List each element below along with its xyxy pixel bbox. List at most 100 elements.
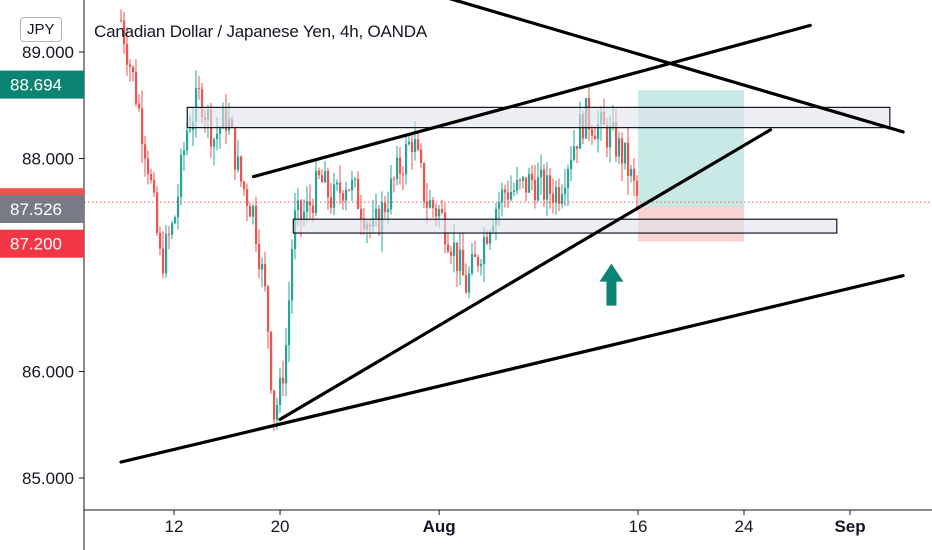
- candle-body: [173, 217, 177, 224]
- candle-body: [458, 249, 462, 271]
- candle-body: [275, 404, 279, 420]
- candle-body: [320, 175, 324, 183]
- candle-body: [281, 377, 285, 384]
- time-tick-label: 24: [735, 517, 754, 536]
- candle-body: [467, 273, 471, 293]
- candle-body: [425, 201, 429, 208]
- candle-body: [326, 170, 330, 198]
- candle-body: [131, 66, 135, 73]
- candle-body: [539, 169, 543, 178]
- candle-body: [557, 187, 561, 204]
- candle-body: [170, 223, 174, 235]
- sr-zone: [292, 218, 838, 234]
- price-label-text: 87.200: [10, 235, 62, 254]
- candle-body: [125, 44, 129, 65]
- candle-body: [236, 156, 240, 170]
- candle-body: [260, 263, 264, 270]
- candle-body: [134, 72, 138, 104]
- price-label-badge: [0, 194, 84, 223]
- candle-body: [542, 169, 546, 200]
- candle-body: [356, 178, 360, 209]
- candle-body: [449, 251, 453, 256]
- candle-body: [566, 169, 570, 188]
- candle-body: [212, 139, 216, 147]
- candle-body: [578, 114, 582, 149]
- candle-body: [287, 300, 291, 346]
- candle-body: [314, 170, 318, 213]
- candle-body: [119, 20, 123, 22]
- candle-body: [359, 208, 363, 219]
- candle-body: [305, 201, 309, 212]
- price-tick-label: 86.000: [22, 363, 74, 382]
- candle-body: [188, 129, 192, 131]
- candle-body: [428, 200, 432, 208]
- candle-body: [269, 331, 273, 391]
- candle-body: [485, 236, 489, 244]
- candle-body: [524, 177, 528, 193]
- candle-body: [530, 173, 534, 180]
- candle-body: [419, 149, 423, 164]
- drawing-overlays: [84, 0, 932, 464]
- candle-body: [392, 178, 396, 180]
- time-axis: 12 20 Aug 16 24 Sep: [84, 509, 932, 536]
- candle-body: [311, 205, 315, 213]
- time-tick-label: Sep: [834, 517, 865, 536]
- candle-body: [284, 345, 288, 384]
- candle-body: [263, 263, 267, 287]
- candle-body: [386, 209, 390, 213]
- candle-body: [500, 189, 504, 203]
- candle-body: [341, 193, 345, 201]
- trend-line: [448, 0, 905, 134]
- chart-title: Canadian Dollar / Japanese Yen, 4h, OAND…: [94, 22, 427, 41]
- candle-body: [605, 125, 609, 148]
- candle-body: [452, 242, 456, 256]
- price-label-badge: [0, 229, 84, 258]
- price-tick-label: 88.000: [22, 150, 74, 169]
- candle-body: [383, 202, 387, 213]
- candle-body: [272, 390, 276, 420]
- candle-body: [290, 248, 294, 301]
- candle-body: [536, 177, 540, 201]
- candle-body: [551, 193, 555, 203]
- candle-body: [527, 173, 531, 193]
- candle-body: [266, 286, 270, 332]
- candle-body: [242, 181, 246, 190]
- candle-body: [416, 139, 420, 150]
- candle-body: [506, 192, 510, 200]
- trend-line: [119, 274, 905, 464]
- candle-body: [302, 211, 306, 219]
- candle-body: [548, 175, 552, 194]
- up-arrow-icon: [599, 263, 624, 306]
- price-tick-label: 85.000: [22, 469, 74, 488]
- candle-body: [503, 189, 507, 193]
- candle-body: [374, 208, 378, 219]
- candle-body: [494, 208, 498, 225]
- candle-body: [257, 243, 261, 270]
- candle-body: [518, 180, 522, 182]
- candle-body: [572, 146, 576, 160]
- candle-body: [512, 190, 516, 192]
- sr-zone: [186, 106, 891, 129]
- candle-body: [146, 158, 150, 175]
- candle-body: [590, 129, 594, 136]
- candle-body: [164, 233, 168, 274]
- price-tick-label: 89.000: [22, 43, 74, 62]
- candle-body: [317, 170, 321, 176]
- candle-body: [143, 144, 147, 159]
- candle-body: [251, 205, 255, 217]
- candle-body: [380, 202, 384, 234]
- currency-badge[interactable]: JPY: [20, 17, 62, 42]
- price-label-text: 87.526: [10, 200, 62, 219]
- candle-body: [479, 264, 483, 267]
- candle-body: [152, 180, 156, 193]
- trend-line: [278, 128, 773, 422]
- candle-body: [233, 127, 237, 170]
- candle-body: [248, 205, 252, 217]
- candle-body: [176, 196, 180, 218]
- candle-body: [620, 138, 624, 164]
- candle-body: [218, 128, 222, 134]
- candle-body: [437, 209, 441, 217]
- candle-body: [239, 156, 243, 182]
- candle-body: [623, 142, 627, 164]
